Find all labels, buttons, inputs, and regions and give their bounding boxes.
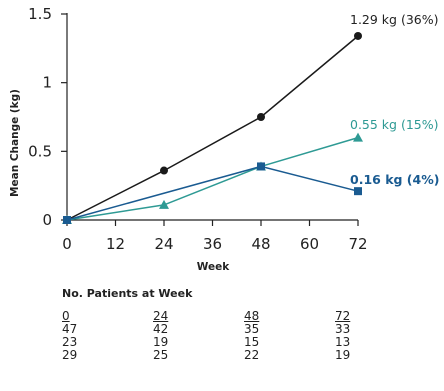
table-cell: 35 [244, 322, 260, 336]
data-point-triangle [353, 132, 363, 142]
week-header-cell: 0 [62, 309, 70, 323]
data-point-square [354, 187, 362, 196]
table-row: 29 25 22 19 [62, 349, 426, 362]
x-tick-label: 0 [62, 235, 72, 253]
chart-annotations: 1.29 kg (36%) 0.55 kg (15%) 0.16 kg (4%) [350, 12, 439, 187]
series-line [66, 136, 359, 221]
data-point-circle [257, 113, 265, 121]
y-tick-label: 0 [42, 211, 52, 229]
x-tick-label: 48 [251, 235, 270, 253]
table-cell: 19 [335, 348, 351, 362]
y-tick-label: 1 [42, 74, 52, 92]
chart-ticks: 0 0.5 1 1.5 0 12 24 36 48 60 72 [28, 5, 367, 253]
series-line [66, 165, 359, 221]
table-cell: 47 [62, 322, 78, 336]
data-point-square [63, 216, 71, 224]
x-tick-label: 36 [203, 235, 222, 253]
week-header-cell: 72 [335, 309, 351, 323]
y-tick-label: 1.5 [28, 5, 52, 23]
week-header-cell: 24 [153, 309, 169, 323]
table-cell: 42 [153, 322, 169, 336]
table-cell: 23 [62, 335, 78, 349]
patients-table-header-row: 0 24 48 72 [62, 310, 426, 323]
y-axis-title: Mean Change (kg) [9, 89, 21, 197]
series-end-annotation: 0.55 kg (15%) [350, 117, 439, 132]
table-row: 47 42 35 33 [62, 323, 426, 336]
patients-at-week-table: 0 24 48 72 47 42 35 33 23 19 15 13 29 25… [62, 310, 426, 362]
x-axis-title: Week [197, 261, 230, 273]
table-cell: 29 [62, 348, 78, 362]
x-tick-label: 24 [154, 235, 173, 253]
chart-series [62, 31, 363, 224]
patients-table-title: No. Patients at Week [62, 287, 193, 300]
series-end-annotation: 0.16 kg (4%) [350, 172, 439, 187]
data-point-square [257, 162, 265, 171]
line-chart: 0 0.5 1 1.5 0 12 24 36 48 60 72 1.29 kg (36%) 0.55 … [9, 5, 439, 273]
data-point-circle [160, 166, 168, 175]
table-cell: 13 [335, 335, 351, 349]
data-point-circle [354, 31, 362, 40]
table-row: 23 19 15 13 [62, 336, 426, 349]
table-cell: 19 [153, 335, 169, 349]
chart-axes [66, 13, 358, 221]
x-tick-label: 60 [300, 235, 319, 253]
data-point-triangle [159, 199, 169, 209]
table-cell: 33 [335, 322, 351, 336]
table-cell: 15 [244, 335, 260, 349]
week-header-cell: 48 [244, 309, 260, 323]
y-tick-label: 0.5 [28, 142, 52, 160]
series-line [66, 35, 359, 221]
x-tick-label: 12 [106, 235, 125, 253]
table-cell: 25 [153, 348, 169, 362]
x-tick-label: 72 [348, 235, 367, 253]
table-cell: 22 [244, 348, 260, 362]
series-end-annotation: 1.29 kg (36%) [350, 12, 439, 27]
